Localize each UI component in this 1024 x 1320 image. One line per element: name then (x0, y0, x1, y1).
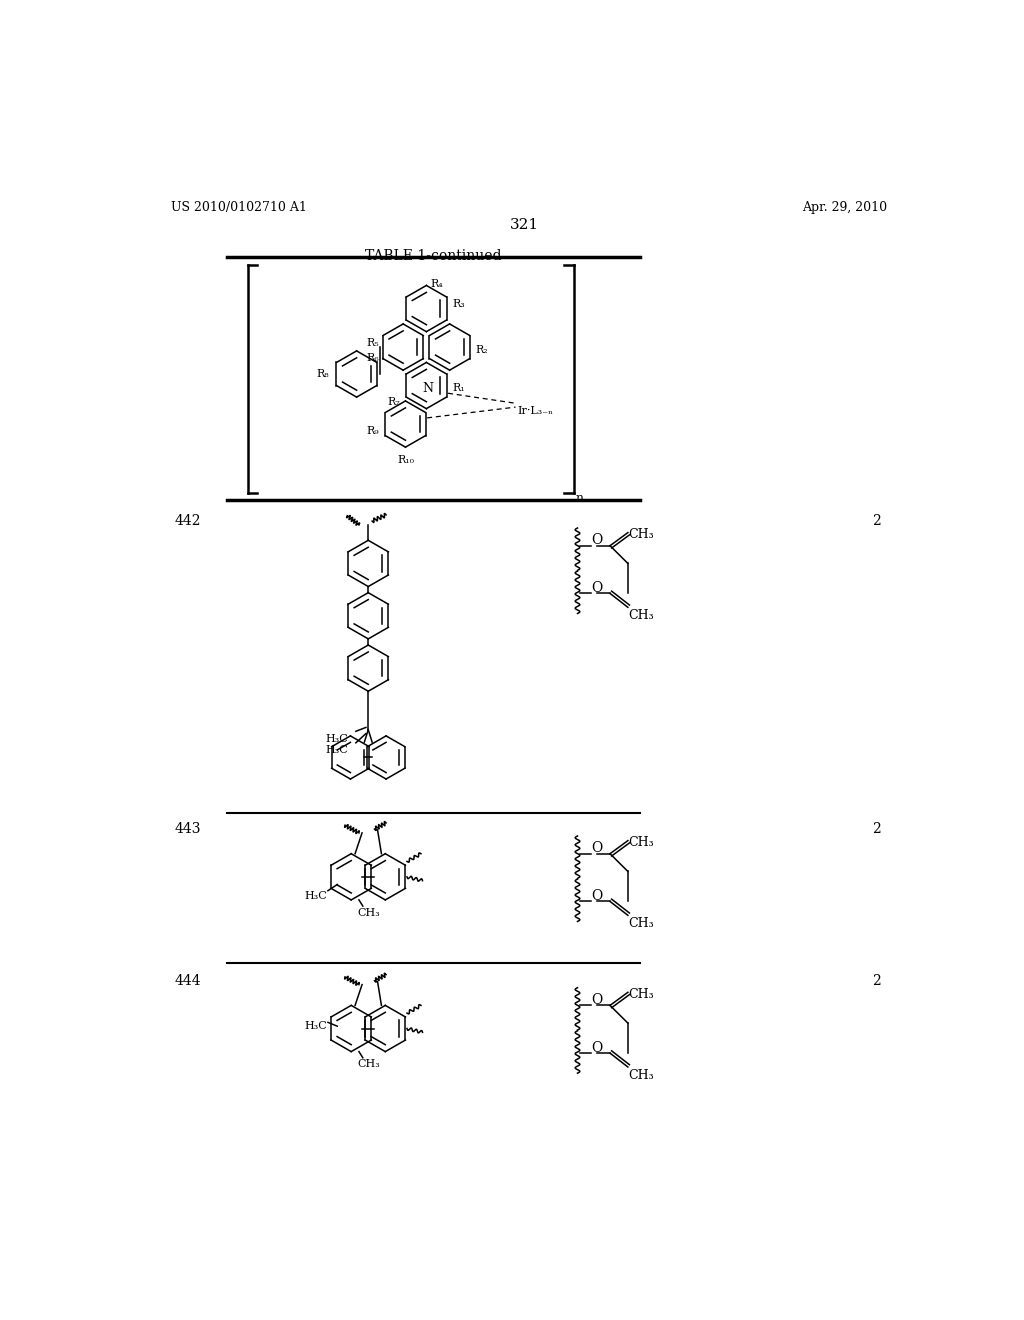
Text: TABLE 1-continued: TABLE 1-continued (366, 249, 502, 263)
Text: O: O (592, 993, 603, 1007)
Text: H₃C: H₃C (305, 1020, 328, 1031)
Text: CH₃: CH₃ (629, 836, 654, 849)
Text: Apr. 29, 2010: Apr. 29, 2010 (802, 201, 888, 214)
Text: R₁₀: R₁₀ (397, 455, 415, 465)
Text: CH₃: CH₃ (629, 1069, 654, 1081)
Text: US 2010/0102710 A1: US 2010/0102710 A1 (171, 201, 306, 214)
Text: R₈: R₈ (316, 370, 329, 379)
Text: H₃C: H₃C (305, 891, 328, 900)
Text: 321: 321 (510, 218, 540, 232)
Text: N: N (423, 381, 433, 395)
Text: CH₃: CH₃ (357, 908, 380, 917)
Text: H₃C: H₃C (326, 734, 348, 743)
Text: R₉: R₉ (367, 426, 379, 437)
Text: 442: 442 (174, 515, 201, 528)
Text: 2: 2 (872, 822, 881, 836)
Text: n: n (575, 492, 584, 504)
Text: O: O (592, 890, 603, 903)
Text: CH₃: CH₃ (629, 917, 654, 929)
Text: 2: 2 (872, 515, 881, 528)
Text: CH₃: CH₃ (629, 528, 654, 541)
Text: R₁: R₁ (452, 383, 465, 393)
Text: R₃: R₃ (452, 300, 465, 309)
Text: R₆: R₆ (366, 354, 379, 363)
Text: Ir·L₃₋ₙ: Ir·L₃₋ₙ (517, 405, 553, 416)
Text: R₂: R₂ (475, 345, 487, 355)
Text: O: O (592, 841, 603, 855)
Text: R₄: R₄ (430, 280, 443, 289)
Text: O: O (592, 581, 603, 595)
Text: CH₃: CH₃ (629, 609, 654, 622)
Text: CH₃: CH₃ (357, 1059, 380, 1069)
Text: CH₃: CH₃ (629, 987, 654, 1001)
Text: 444: 444 (174, 974, 201, 987)
Text: R₅: R₅ (366, 338, 379, 347)
Text: 443: 443 (174, 822, 201, 836)
Text: O: O (592, 1040, 603, 1055)
Text: R₇: R₇ (388, 397, 400, 407)
Text: H₃C: H₃C (326, 744, 348, 755)
Text: O: O (592, 533, 603, 548)
Text: 2: 2 (872, 974, 881, 987)
